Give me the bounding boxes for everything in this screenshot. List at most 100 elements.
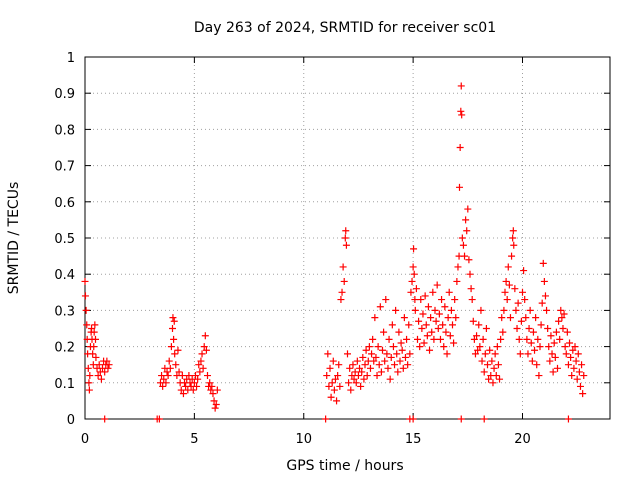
data-point (475, 321, 483, 329)
data-point (169, 325, 176, 332)
data-point (439, 321, 447, 329)
data-point (454, 263, 462, 271)
data-point (325, 382, 333, 390)
data-point (456, 183, 463, 191)
data-point (380, 328, 388, 336)
data-point (545, 343, 553, 351)
data-point (571, 343, 579, 351)
data-point (468, 296, 476, 304)
data-point (492, 372, 500, 380)
data-point (322, 415, 330, 423)
data-point (342, 241, 350, 249)
data-point (533, 361, 541, 369)
data-point (352, 379, 360, 387)
data-point (90, 328, 98, 336)
data-point (385, 335, 393, 343)
data-point (178, 372, 186, 380)
data-point (510, 241, 518, 249)
data-point (392, 306, 400, 314)
data-point (383, 350, 391, 358)
chart-title: Day 263 of 2024, SRMTID for receiver sc0… (194, 20, 496, 36)
data-point (481, 350, 489, 358)
data-point (213, 386, 221, 394)
y-tick-label: 0.8 (54, 123, 75, 138)
data-point (206, 379, 214, 387)
data-point (200, 343, 208, 351)
data-point (467, 285, 475, 293)
data-point (333, 397, 341, 405)
data-point (560, 310, 568, 318)
data-point (420, 339, 428, 347)
data-point (532, 314, 540, 322)
data-point (201, 332, 209, 340)
data-point (391, 361, 399, 369)
data-point (400, 314, 408, 322)
data-point (97, 375, 105, 383)
y-tick-label: 0.2 (54, 341, 75, 356)
data-point (170, 335, 178, 343)
data-point (408, 277, 416, 285)
data-point (469, 317, 477, 325)
data-point (442, 328, 450, 336)
data-point (177, 386, 185, 394)
data-point (494, 361, 502, 369)
data-point (331, 375, 339, 383)
data-point (556, 335, 564, 343)
x-axis-title: GPS time / hours (286, 458, 403, 474)
data-point (416, 343, 424, 351)
data-point (346, 364, 354, 372)
data-point (374, 343, 382, 351)
data-point (505, 281, 513, 289)
data-point (403, 335, 411, 343)
data-point (430, 335, 438, 343)
data-point (406, 350, 414, 358)
data-point (405, 321, 413, 329)
data-point (419, 310, 427, 318)
data-point (528, 357, 536, 365)
data-point (399, 364, 407, 372)
data-point (104, 364, 112, 372)
data-point (578, 361, 586, 369)
data-point (539, 259, 547, 267)
data-point (160, 375, 168, 383)
data-point (446, 332, 454, 340)
data-point (376, 303, 384, 311)
data-point (393, 350, 401, 358)
data-point (83, 321, 91, 329)
data-point (576, 382, 584, 390)
data-point (514, 299, 522, 307)
data-point (461, 252, 469, 260)
data-point (387, 353, 395, 361)
data-point (466, 270, 474, 278)
data-point (480, 368, 488, 376)
data-point (410, 245, 418, 253)
data-point (363, 372, 371, 380)
y-tick-label: 0.6 (54, 196, 75, 211)
data-point (323, 372, 331, 380)
data-point (388, 321, 396, 329)
data-point (389, 343, 397, 351)
data-point (529, 328, 537, 336)
data-point (566, 339, 574, 347)
data-point (345, 379, 353, 387)
data-point (516, 350, 524, 358)
data-point (155, 415, 163, 423)
data-point (90, 343, 98, 351)
data-point (522, 314, 530, 322)
data-point (349, 361, 357, 369)
data-point (91, 321, 99, 329)
data-point (513, 325, 521, 332)
data-point (564, 415, 572, 423)
data-point (564, 361, 572, 369)
data-point (463, 227, 471, 235)
data-point (575, 368, 583, 376)
data-point (546, 357, 554, 365)
data-point (567, 353, 575, 361)
data-point (452, 314, 460, 322)
data-point (350, 375, 358, 383)
data-point (457, 107, 465, 115)
data-point (473, 332, 481, 340)
data-point (562, 350, 570, 358)
data-point (496, 375, 504, 383)
data-point (208, 382, 216, 390)
